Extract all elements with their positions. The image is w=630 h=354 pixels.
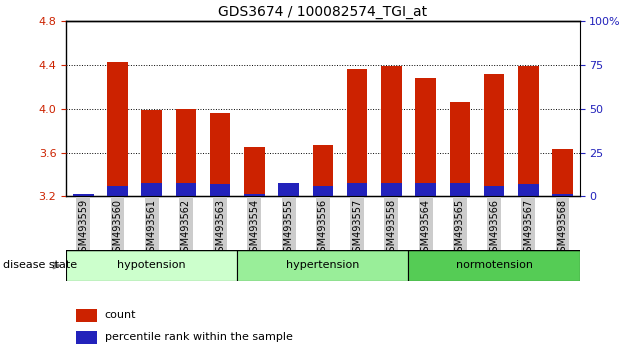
Bar [107,185,128,196]
Bar [66,250,238,281]
Text: GSM493568: GSM493568 [558,199,568,258]
Bar [415,183,436,196]
Bar [244,194,265,196]
Text: GSM493562: GSM493562 [181,199,191,258]
Bar [553,149,573,196]
Bar [73,195,93,196]
Bar [381,66,401,196]
Text: GSM493566: GSM493566 [489,199,499,258]
Bar [142,183,162,196]
Text: GSM493555: GSM493555 [284,199,294,258]
Text: GSM493559: GSM493559 [78,199,88,258]
Bar [210,184,231,196]
Text: count: count [105,310,136,320]
Bar [176,109,196,196]
Bar [408,250,580,281]
Bar [484,185,504,196]
Bar [553,194,573,196]
Bar [76,331,97,343]
Bar [142,110,162,196]
Bar [312,145,333,196]
Text: GSM493558: GSM493558 [386,199,396,258]
Text: percentile rank within the sample: percentile rank within the sample [105,332,292,342]
Bar [278,183,299,196]
Text: GSM493564: GSM493564 [421,199,430,258]
Text: GSM493554: GSM493554 [249,199,260,258]
Text: disease state: disease state [3,261,77,270]
Bar [278,190,299,196]
Bar [347,183,367,196]
Text: GSM493557: GSM493557 [352,199,362,258]
Bar [238,250,408,281]
Bar [73,194,93,196]
Text: hypotension: hypotension [117,261,186,270]
Bar [518,66,539,196]
Text: GSM493560: GSM493560 [113,199,122,258]
Text: GSM493567: GSM493567 [524,199,533,258]
Text: GSM493556: GSM493556 [318,199,328,258]
Bar [176,183,196,196]
Bar [312,185,333,196]
Text: GSM493563: GSM493563 [215,199,225,258]
Text: normotension: normotension [455,261,532,270]
Text: hypertension: hypertension [286,261,360,270]
Bar [76,309,97,322]
Bar [244,147,265,196]
Bar [210,113,231,196]
Bar [381,183,401,196]
Bar [484,74,504,196]
Title: GDS3674 / 100082574_TGI_at: GDS3674 / 100082574_TGI_at [219,5,427,19]
Bar [415,78,436,196]
Bar [518,184,539,196]
Bar [107,62,128,196]
Text: GSM493561: GSM493561 [147,199,157,258]
Bar [450,102,470,196]
Bar [450,183,470,196]
Text: GSM493565: GSM493565 [455,199,465,258]
Bar [347,69,367,196]
